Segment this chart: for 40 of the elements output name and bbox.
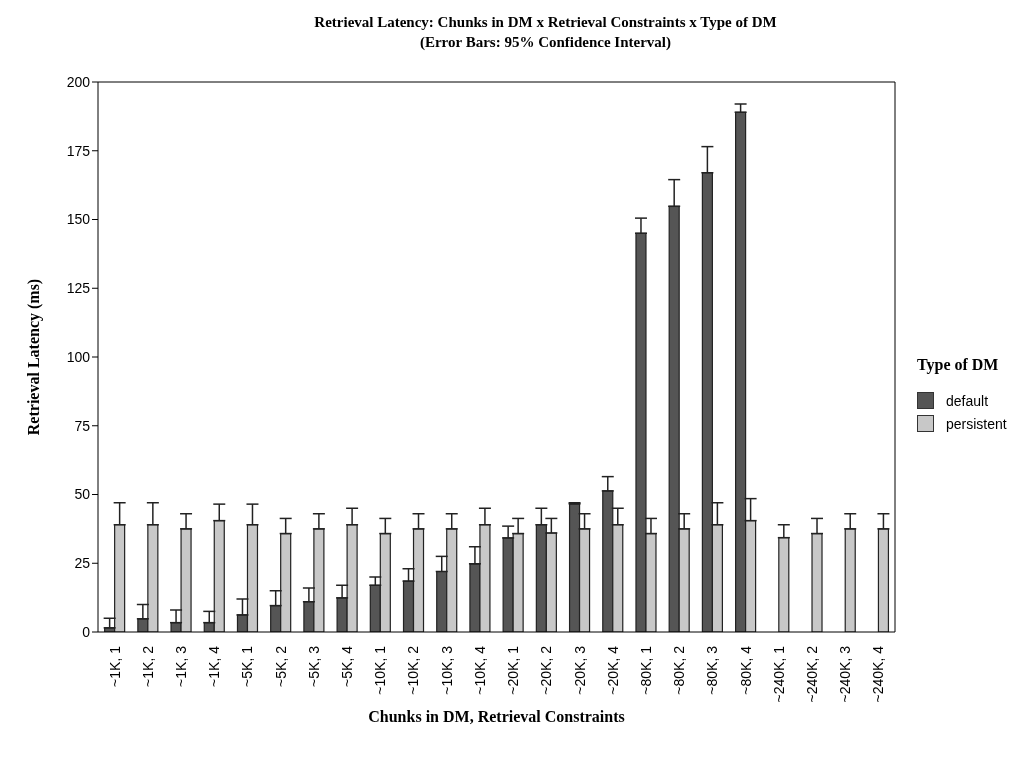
- legend-label: persistent: [946, 415, 1007, 432]
- y-tick-label: 200: [66, 73, 91, 90]
- x-tick-label: ~10K, 1: [372, 645, 389, 695]
- x-tick-label: ~5K, 4: [339, 645, 356, 687]
- x-tick-label: ~1K, 3: [173, 645, 190, 687]
- x-tick-label: ~80K, 2: [671, 645, 688, 695]
- legend-title: Type of DM: [917, 356, 1000, 374]
- x-tick-label: ~20K, 3: [571, 645, 588, 695]
- x-tick-label: ~1K, 2: [139, 645, 156, 687]
- x-tick-label: ~80K, 3: [704, 645, 721, 695]
- y-axis-title: Retrieval Latency (ms): [24, 278, 43, 436]
- x-tick-label: ~1K, 1: [106, 645, 123, 687]
- x-tick-label: ~10K, 2: [405, 645, 422, 695]
- x-tick-label: ~240K, 4: [870, 645, 887, 703]
- x-tick-label: ~240K, 3: [837, 645, 854, 703]
- y-tick-label: 25: [74, 555, 91, 572]
- x-tick-label: ~5K, 3: [305, 645, 322, 687]
- chart-subtitle: (Error Bars: 95% Confidence Interval): [418, 33, 673, 52]
- chart-title: Retrieval Latency: Chunks in DM x Retrieval Constraints x Type of DM: [313, 13, 778, 32]
- y-tick-label: 100: [66, 348, 91, 365]
- x-tick-label: ~5K, 2: [272, 645, 289, 687]
- x-tick-label: ~5K, 1: [239, 645, 256, 687]
- y-tick-label: 175: [66, 142, 91, 159]
- x-tick-label: ~240K, 2: [803, 645, 820, 703]
- y-tick-label: 50: [74, 486, 91, 503]
- x-tick-label: ~20K, 1: [505, 645, 522, 695]
- x-axis-title: Chunks in DM, Retrieval Constraints: [368, 708, 625, 725]
- x-tick-label: ~80K, 1: [637, 645, 654, 695]
- y-tick-label: 75: [74, 417, 91, 434]
- x-tick-label: ~10K, 4: [471, 645, 488, 695]
- x-tick-label: ~80K, 4: [737, 645, 754, 695]
- x-tick-label: ~10K, 3: [438, 645, 455, 695]
- legend-label: default: [946, 392, 989, 409]
- x-tick-label: ~20K, 2: [538, 645, 555, 695]
- x-tick-label: ~20K, 4: [604, 645, 621, 695]
- y-tick-label: 0: [82, 623, 91, 640]
- y-tick-label: 125: [66, 280, 91, 297]
- x-tick-label: ~1K, 4: [206, 645, 223, 687]
- x-tick-label: ~240K, 1: [770, 645, 787, 703]
- y-tick-label: 150: [66, 211, 91, 228]
